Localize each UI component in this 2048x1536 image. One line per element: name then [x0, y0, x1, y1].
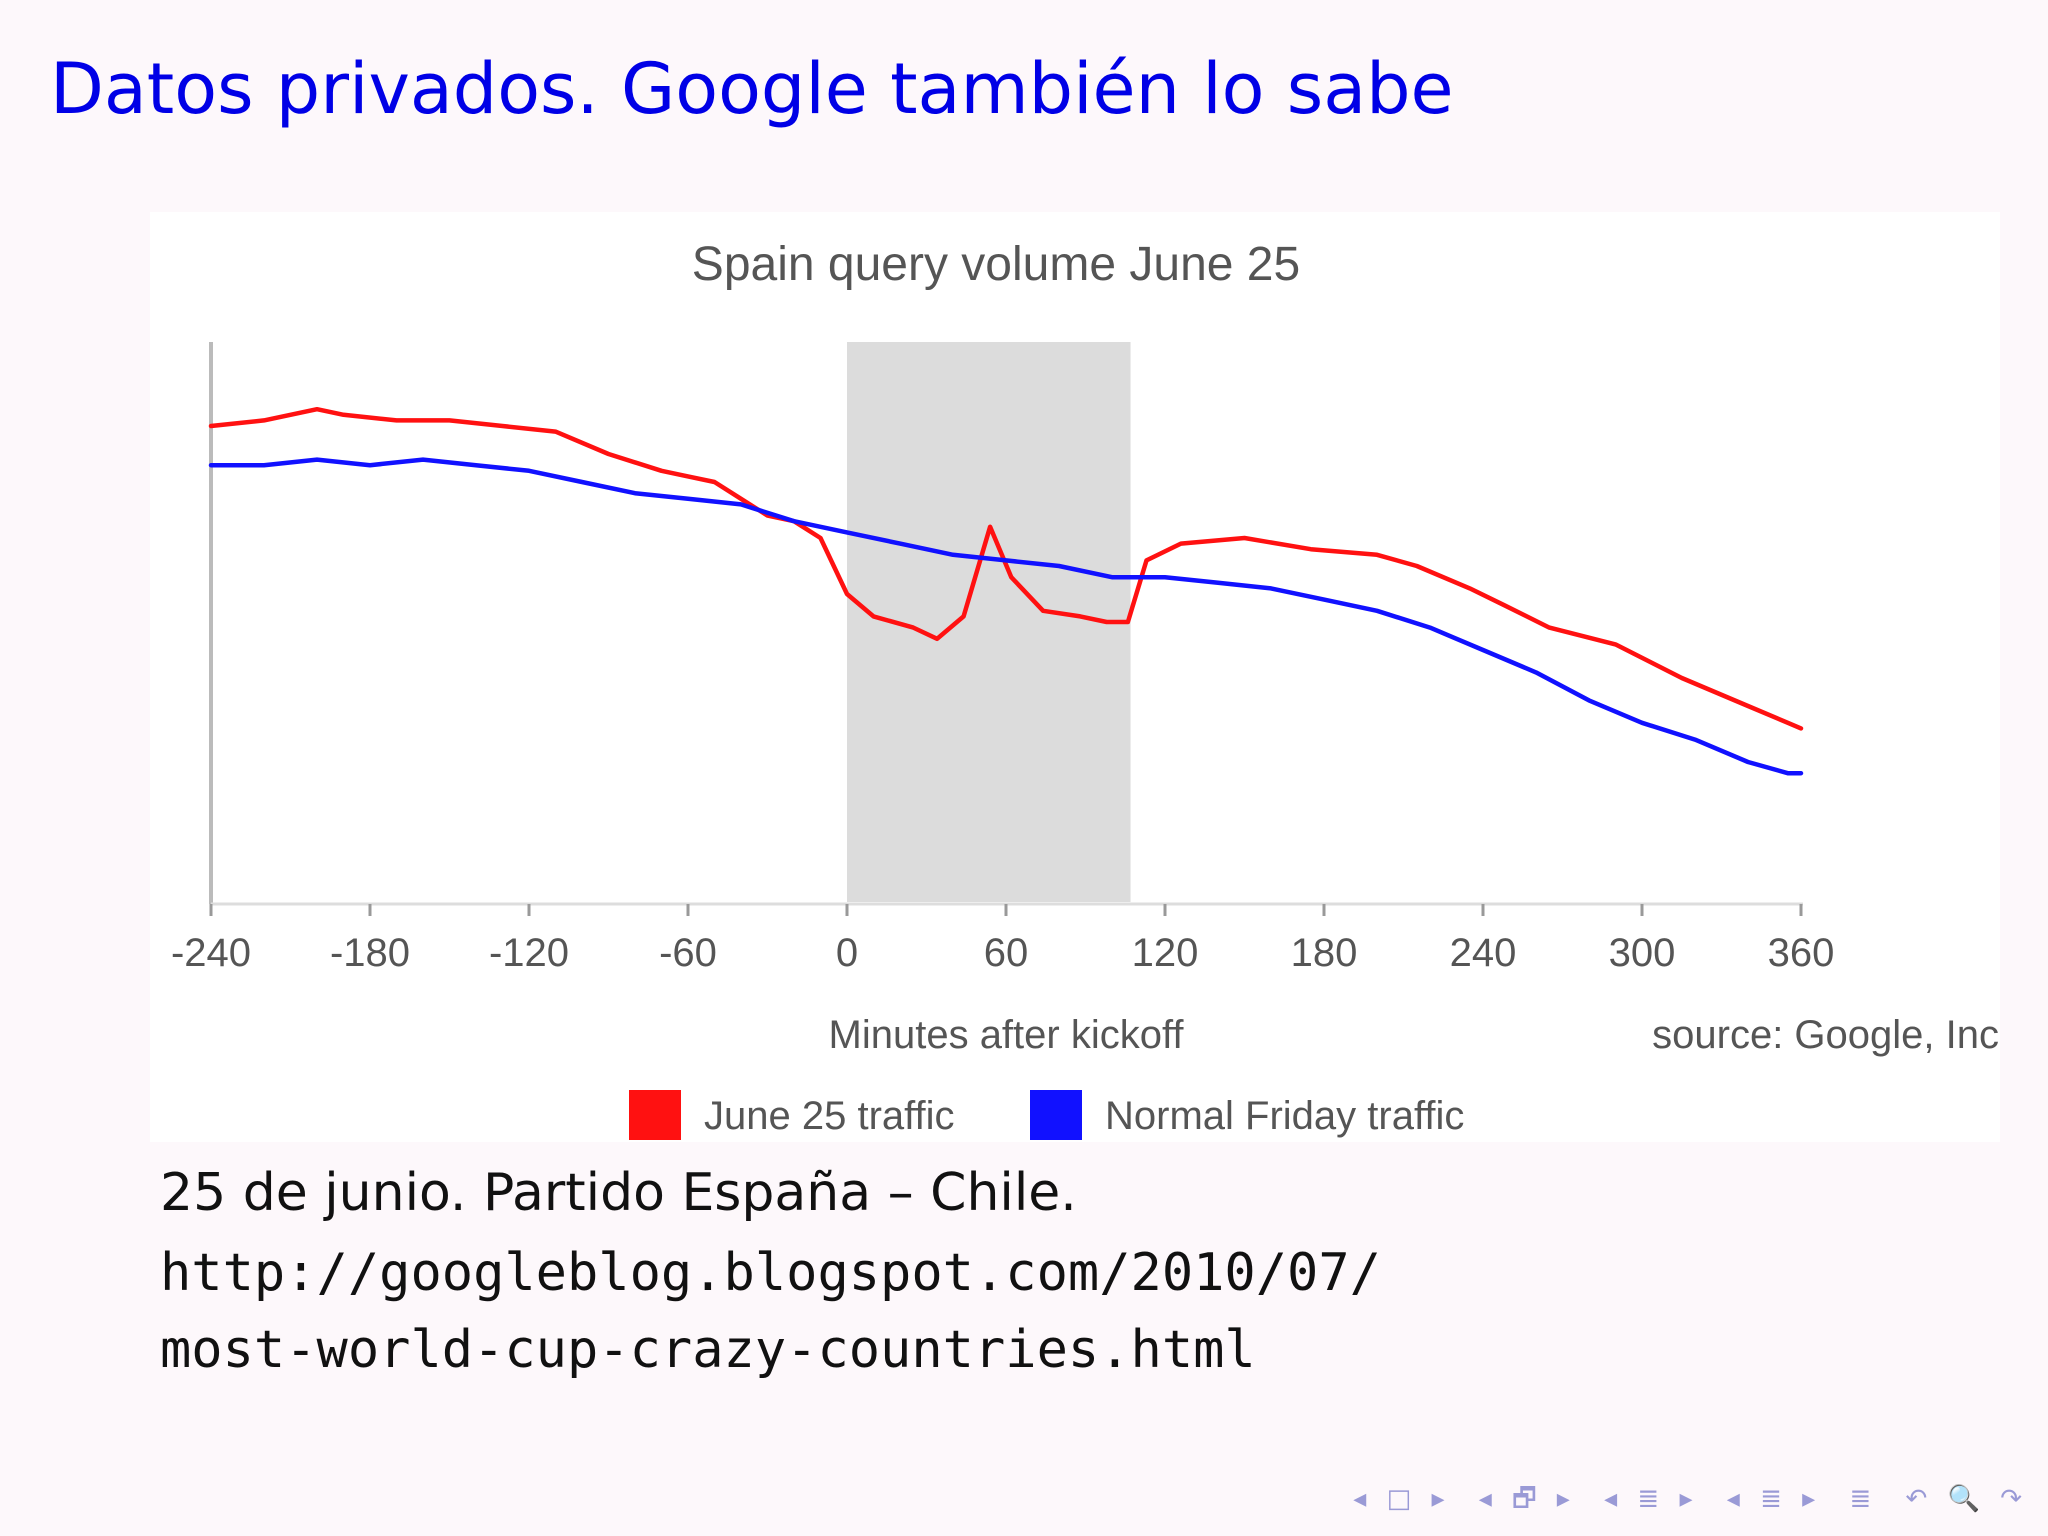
- align-icon[interactable]: ≣: [1849, 1484, 1878, 1514]
- x-tick-label: 300: [1609, 931, 1676, 975]
- x-tick-label: 360: [1768, 931, 1835, 975]
- x-tick-label: -120: [489, 931, 569, 975]
- x-tick-label: -240: [171, 931, 251, 975]
- chart-title: Spain query volume June 25: [692, 238, 1300, 291]
- x-tick-label: 120: [1132, 931, 1199, 975]
- legend: June 25 traffic Normal Friday traffic: [629, 1090, 1464, 1140]
- x-tick-label: 180: [1291, 931, 1358, 975]
- x-axis: -240 -180 -120 -60 0 60 120 180 240 300 360: [171, 342, 1834, 975]
- slide-title: Datos privados. Google también lo sabe: [50, 48, 1454, 130]
- beamer-navigation-bar: ◂ □ ▸ ◂ 🗗 ▸ ◂ ≣ ▸ ◂ ≣ ▸ ≣ ↶ 🔍 ↷: [1339, 1480, 2028, 1524]
- section-nav-icon[interactable]: ◂ ≣ ▸: [1604, 1484, 1699, 1514]
- legend-swatch-june25: [629, 1090, 681, 1140]
- caption: 25 de junio. Partido España – Chile.: [160, 1163, 1077, 1223]
- legend-label-normal-friday: Normal Friday traffic: [1105, 1094, 1464, 1138]
- x-tick-label: -180: [330, 931, 410, 975]
- legend-label-june25: June 25 traffic: [704, 1094, 955, 1138]
- x-axis-label: Minutes after kickoff: [829, 1013, 1185, 1057]
- subsection-nav-icon[interactable]: ◂ 🗗 ▸: [1478, 1484, 1576, 1514]
- source-url-line-1[interactable]: http://googleblog.blogspot.com/2010/07/: [160, 1243, 1381, 1303]
- chart-panel: Spain query volume June 25 -240 -180 -120-…: [150, 212, 2000, 1142]
- legend-swatch-normal-friday: [1030, 1090, 1082, 1140]
- search-back-forward-icon[interactable]: ↶ 🔍 ↷: [1905, 1484, 2028, 1514]
- x-tick-label: 60: [984, 931, 1029, 975]
- query-volume-chart: Spain query volume June 25 -240 -180 -120-…: [171, 238, 1999, 1140]
- series-line-june25: [208, 406, 1804, 731]
- x-tick-label: 240: [1450, 931, 1517, 975]
- frame-nav-icon[interactable]: ◂ □ ▸: [1353, 1484, 1451, 1514]
- source-url-line-2[interactable]: most-world-cup-crazy-countries.html: [160, 1320, 1256, 1380]
- source-note: source: Google, Inc: [1652, 1013, 1999, 1057]
- series-line-normal-friday: [208, 457, 1804, 776]
- x-tick-label: 0: [836, 931, 858, 975]
- subsubsection-nav-icon[interactable]: ◂ ≣ ▸: [1726, 1484, 1822, 1514]
- series-lines: [208, 406, 1804, 776]
- x-tick-label: -60: [659, 931, 717, 975]
